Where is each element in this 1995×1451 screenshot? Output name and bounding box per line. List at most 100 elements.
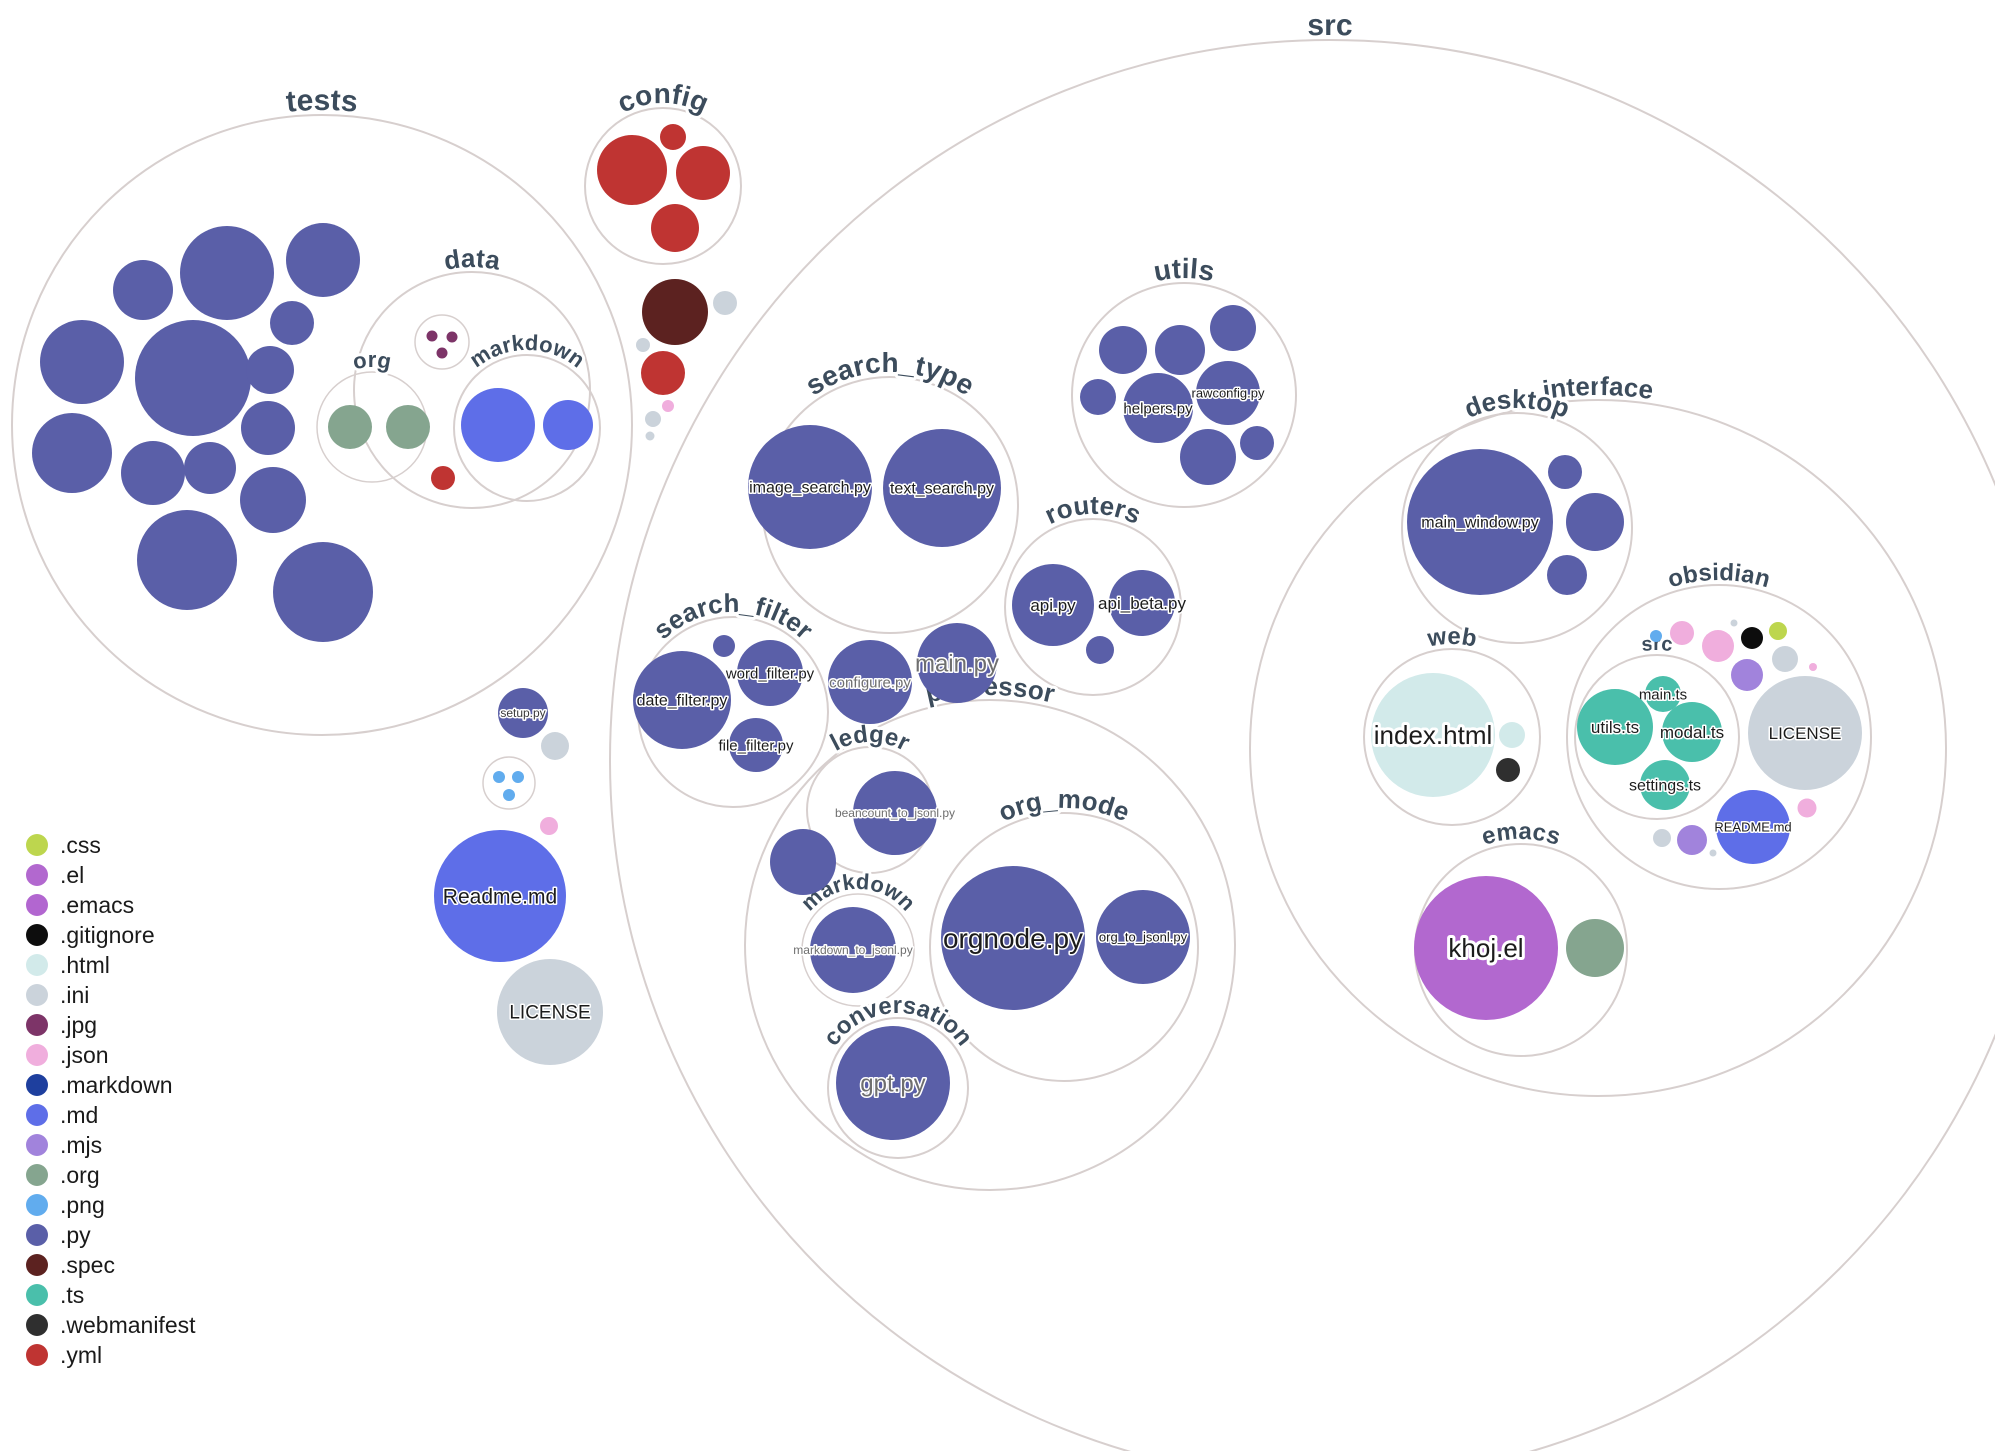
file-circle-api_beta.py [1109, 570, 1175, 636]
legend-swatch-jpg [26, 1014, 48, 1036]
legend-label-mjs: .mjs [60, 1132, 102, 1158]
legend-swatch-html [26, 954, 48, 976]
folder-label-emacs: emacs [1478, 818, 1563, 851]
file-circle-ini [645, 411, 661, 427]
file-circle-org [328, 405, 372, 449]
file-label-rawconfig.py: rawconfig.py [1192, 386, 1265, 401]
file-label-markdown_to_jsonl.py: markdown_to_jsonl.py [793, 943, 912, 957]
file-circle-org [386, 405, 430, 449]
file-circle-modal.ts [1662, 702, 1722, 762]
folder-label-web: web [1425, 623, 1479, 653]
legend-swatch-el [26, 864, 48, 886]
file-circle-Readme.md [434, 830, 566, 962]
folder-label-search_type: search_type [800, 347, 980, 401]
legend-swatch-md [26, 1104, 48, 1126]
file-label-Readme.md: Readme.md [443, 885, 557, 908]
file-label-utils.ts: utils.ts [1591, 718, 1639, 737]
file-label-index.html: index.html [1374, 720, 1493, 750]
folder-circle-config [584, 107, 742, 265]
file-circle-khoj.el [1414, 876, 1558, 1020]
file-label-main.ts: main.ts [1639, 686, 1687, 703]
file-circle-yml [431, 466, 455, 490]
file-circle-png [503, 789, 515, 801]
file-circle-webmanifest [1496, 758, 1520, 782]
file-circle-json [540, 817, 558, 835]
file-circle-py [270, 301, 314, 345]
file-circle-beancount_to_jsonl.py [853, 771, 937, 855]
legend-label-css: .css [60, 832, 101, 858]
file-label-gpt.py: gpt.py [860, 1070, 925, 1097]
file-circle-yml [676, 146, 730, 200]
file-label-date_filter.py: date_filter.py [637, 693, 728, 710]
folder-label-markdown: markdown [465, 330, 589, 373]
folder-circle-markdown [801, 893, 915, 1007]
file-circle-gpt.py [836, 1026, 950, 1140]
file-circle-main.py [917, 623, 997, 703]
folder-circle-unnamed [414, 314, 470, 370]
folder-circle-web [1363, 648, 1541, 826]
file-circle-json [662, 400, 674, 412]
file-circle-py [121, 441, 185, 505]
file-label-api_beta.py: api_beta.py [1098, 594, 1186, 613]
file-circle-py [1240, 426, 1274, 460]
file-label-orgnode.py: orgnode.py [943, 923, 1083, 954]
file-circle-py [240, 467, 306, 533]
legend-swatch-ini [26, 984, 48, 1006]
file-circle-api.py [1012, 564, 1094, 646]
file-label-api.py: api.py [1030, 596, 1076, 615]
folder-label-search_filter: search_filter [647, 588, 819, 645]
file-circle-py [1210, 305, 1256, 351]
legend-label-emacs: .emacs [60, 892, 134, 918]
folder-label-ledger: ledger [826, 721, 914, 757]
folder-label-org_mode: org_mode [994, 784, 1134, 828]
folder-circle-desktop [1401, 412, 1633, 644]
folder-circle-obsidian [1566, 584, 1872, 890]
legend-label-png: .png [60, 1192, 105, 1218]
file-circle-mjs [1677, 825, 1707, 855]
legend-label-ini: .ini [60, 982, 89, 1008]
legend-label-json: .json [60, 1042, 109, 1068]
folder-label-obsidian: obsidian [1665, 559, 1773, 593]
file-circle-py [113, 260, 173, 320]
folder-label-org: org [351, 347, 393, 374]
file-label-text_search.py: text_search.py [890, 481, 994, 498]
file-circle-date_filter.py [633, 651, 731, 749]
file-circle-py [241, 401, 295, 455]
file-circle-md [461, 388, 535, 462]
file-label-configure.py: configure.py [829, 674, 911, 691]
legend-swatch-org [26, 1164, 48, 1186]
file-circle-py [246, 346, 294, 394]
folder-circle-src [609, 39, 1995, 1451]
folder-circle-interface [1249, 399, 1947, 1097]
file-circle-ini [645, 431, 655, 441]
folder-circle-src [1574, 654, 1740, 820]
legend-swatch-png [26, 1194, 48, 1216]
folder-label-routers: routers [1040, 490, 1146, 530]
file-circle-ini [1653, 829, 1671, 847]
file-circle-py [40, 320, 124, 404]
folder-circle-org_mode [929, 812, 1199, 1082]
file-circle-ini [1772, 646, 1798, 672]
file-circle-py [1099, 326, 1147, 374]
file-circle-text_search.py [883, 429, 1001, 547]
file-label-LICENSE: LICENSE [1769, 724, 1842, 743]
file-circle-jpg [446, 331, 458, 343]
file-circle-orgnode.py [941, 866, 1085, 1010]
file-circle-gitignore [1741, 627, 1763, 649]
file-label-setup.py: setup.py [500, 706, 545, 720]
folder-circle-data [353, 271, 591, 509]
folder-circle-tests [11, 114, 633, 736]
file-circle-index.html [1371, 673, 1495, 797]
file-circle-py [1155, 325, 1205, 375]
file-circle-main.ts [1645, 676, 1681, 712]
file-circle-py [1566, 493, 1624, 551]
legend-label-md: .md [60, 1102, 98, 1128]
file-circle-py [286, 223, 360, 297]
file-circle-configure.py [828, 640, 912, 724]
legend-label-markdown: .markdown [60, 1072, 172, 1098]
file-circle-png [493, 771, 505, 783]
file-label-image_search.py: image_search.py [749, 480, 871, 497]
legend-label-py: .py [60, 1222, 91, 1248]
file-circle-settings.ts [1640, 760, 1690, 810]
